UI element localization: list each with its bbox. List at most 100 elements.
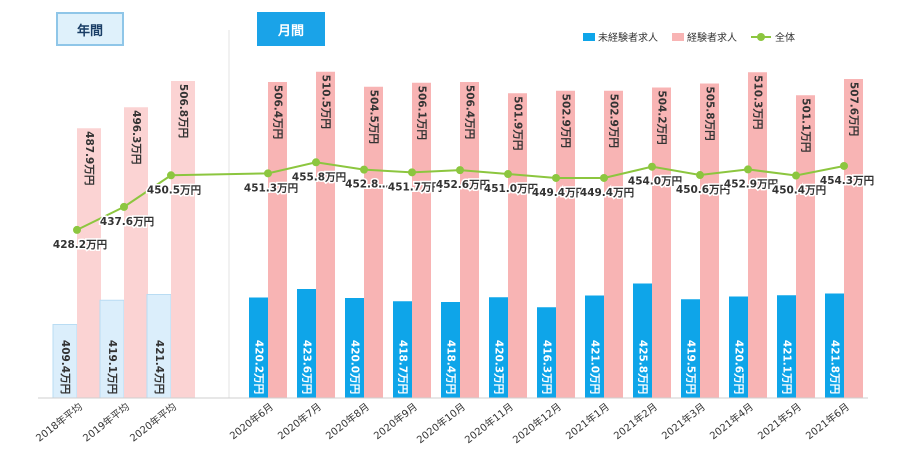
data-label-experienced: 501.9万円	[512, 96, 524, 150]
bar-unexperienced	[297, 289, 316, 398]
bar-unexperienced	[825, 293, 844, 398]
line-point-overall	[840, 161, 848, 170]
data-label-overall: 451.3万円	[244, 182, 298, 194]
legend-item-overall: 全体	[751, 29, 795, 44]
x-tick-label: 2020年平均	[127, 400, 179, 444]
data-label-overall: 449.4万円	[532, 187, 586, 199]
bar-unexperienced	[681, 299, 700, 398]
data-label-unexperienced: 425.8万円	[637, 340, 649, 394]
legend-item-unexperienced: 未経験者求人	[583, 29, 658, 44]
legend-swatch-overall	[751, 32, 771, 41]
data-label-experienced: 510.5万円	[320, 75, 332, 129]
data-label-unexperienced: 418.4万円	[445, 340, 457, 394]
data-label-experienced: 504.2万円	[656, 90, 668, 144]
data-label-unexperienced: 420.0万円	[349, 340, 361, 394]
line-point-overall	[312, 158, 320, 167]
data-label-unexperienced: 419.5万円	[685, 340, 697, 394]
data-label-unexperienced: 420.6万円	[733, 340, 745, 394]
bar-unexperienced	[633, 283, 652, 398]
line-point-overall	[456, 166, 464, 175]
line-point-overall	[792, 171, 800, 180]
legend-label-experienced: 経験者求人	[687, 33, 737, 44]
x-tick-label: 2020年11月	[462, 400, 516, 446]
line-point-overall	[504, 170, 512, 179]
x-tick-label: 2021年4月	[707, 400, 756, 442]
x-tick-label: 2021年3月	[659, 400, 708, 442]
data-label-unexperienced: 418.7万円	[397, 340, 409, 394]
line-point-overall	[744, 165, 752, 174]
data-label-unexperienced: 421.8万円	[829, 340, 841, 394]
data-label-overall: 452.8…	[345, 179, 389, 191]
data-label-unexperienced: 421.4万円	[153, 340, 165, 394]
x-tick-label: 2020年6月	[227, 400, 276, 442]
data-label-unexperienced: 420.2万円	[253, 340, 265, 394]
bar-experienced	[748, 72, 767, 398]
data-label-experienced: 504.5万円	[368, 90, 380, 144]
data-label-experienced: 502.9万円	[608, 94, 620, 148]
x-tick-label: 2020年9月	[371, 400, 420, 442]
data-label-overall: 450.6万円	[676, 184, 730, 196]
x-tick-label: 2021年2月	[611, 400, 660, 442]
bar-experienced	[171, 81, 195, 398]
data-label-experienced: 502.9万円	[560, 94, 572, 148]
data-label-overall: 449.4万円	[580, 187, 634, 199]
line-point-overall	[360, 165, 368, 174]
data-label-overall: 455.8万円	[292, 171, 346, 183]
data-label-overall: 451.7万円	[388, 181, 442, 193]
line-point-overall	[408, 168, 416, 177]
data-label-overall: 450.4万円	[772, 185, 826, 197]
tab-monthly[interactable]: 月間	[257, 12, 325, 46]
data-label-overall: 451.0万円	[484, 183, 538, 195]
line-point-overall	[648, 162, 656, 171]
bar-unexperienced	[585, 295, 604, 398]
data-label-overall: 452.6万円	[436, 179, 490, 191]
data-label-experienced: 505.8万円	[704, 86, 716, 140]
data-label-experienced: 496.3万円	[130, 110, 142, 164]
data-label-unexperienced: 420.3万円	[493, 340, 505, 394]
legend-label-overall: 全体	[775, 33, 795, 44]
data-label-experienced: 507.6万円	[848, 82, 860, 136]
bar-experienced	[844, 79, 863, 398]
bar-experienced	[124, 107, 148, 398]
data-label-unexperienced: 409.4万円	[59, 340, 71, 394]
line-point-overall	[264, 169, 272, 178]
bar-unexperienced	[345, 298, 364, 398]
data-label-experienced: 506.4万円	[272, 85, 284, 139]
bar-unexperienced	[537, 307, 556, 398]
legend-swatch-unexperienced	[583, 32, 595, 41]
data-label-overall: 454.0万円	[628, 176, 682, 188]
data-label-experienced: 487.9万円	[83, 131, 95, 185]
bar-experienced	[268, 82, 287, 398]
legend-swatch-experienced	[672, 32, 684, 41]
data-label-overall: 450.5万円	[147, 184, 201, 196]
line-point-overall	[73, 225, 81, 234]
bar-unexperienced	[393, 301, 412, 398]
line-point-overall	[600, 173, 608, 182]
data-label-experienced: 501.1万円	[800, 98, 812, 152]
line-point-overall	[552, 173, 560, 182]
chart-legend: 未経験者求人 経験者求人 全体	[583, 29, 809, 44]
data-label-unexperienced: 416.3万円	[541, 340, 553, 394]
tab-annual[interactable]: 年間	[56, 12, 124, 46]
legend-label-unexperienced: 未経験者求人	[598, 33, 658, 44]
data-label-experienced: 510.3万円	[752, 75, 764, 129]
data-label-experienced: 506.4万円	[464, 85, 476, 139]
data-label-unexperienced: 421.0万円	[589, 340, 601, 394]
series-line-overall	[76, 161, 845, 231]
data-label-experienced: 506.1万円	[416, 86, 428, 140]
x-tick-label: 2021年1月	[563, 400, 612, 442]
data-label-overall: 454.3万円	[820, 175, 874, 187]
data-label-overall: 452.9万円	[724, 178, 778, 190]
x-tick-label: 2020年12月	[510, 400, 564, 446]
bar-experienced	[652, 87, 671, 398]
x-tick-label: 2020年7月	[275, 400, 324, 442]
x-tick-label: 2019年平均	[80, 400, 132, 444]
data-label-unexperienced: 423.6万円	[301, 340, 313, 394]
bar-experienced	[556, 90, 575, 398]
bar-experienced	[412, 82, 431, 398]
line-point-overall	[696, 171, 704, 180]
bar-experienced	[700, 83, 719, 398]
data-label-experienced: 506.8万円	[177, 84, 189, 138]
bar-unexperienced	[489, 297, 508, 398]
